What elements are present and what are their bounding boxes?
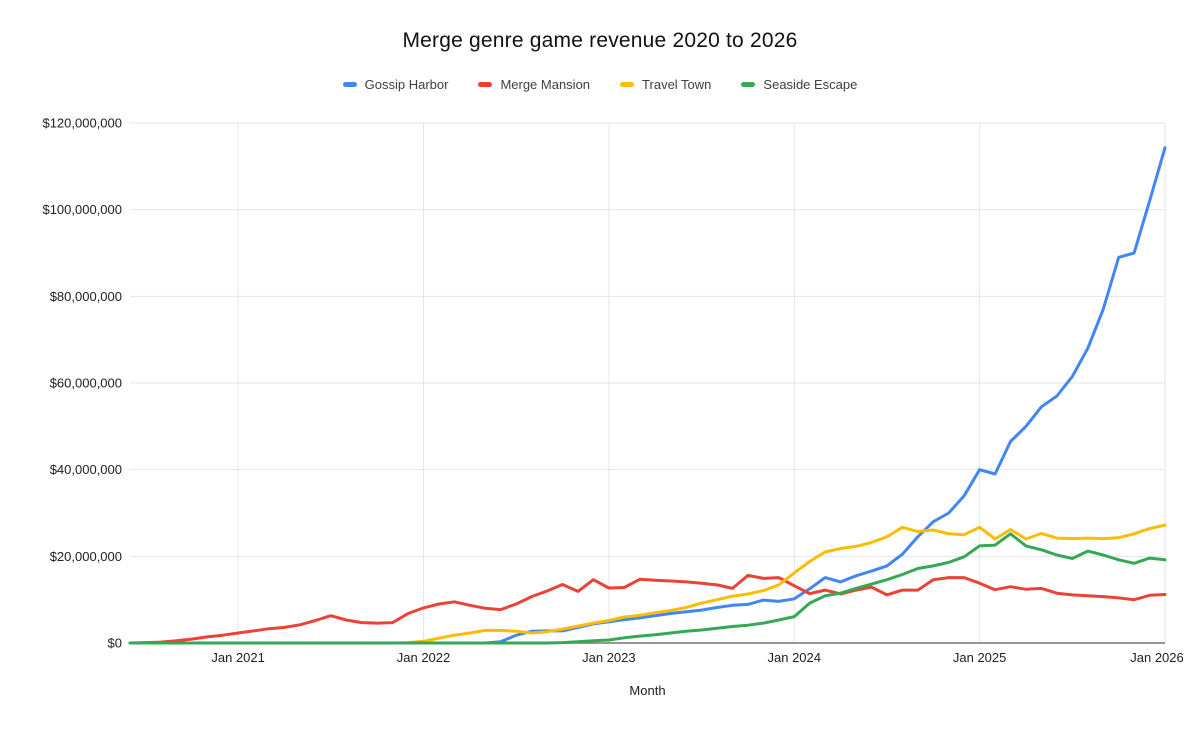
legend-label: Travel Town bbox=[642, 76, 712, 92]
y-tick-label: $100,000,000 bbox=[42, 202, 122, 217]
x-axis-title: Month bbox=[629, 683, 666, 698]
x-tick-label: Jan 2023 bbox=[582, 650, 636, 665]
x-tick-label: Jan 2025 bbox=[953, 650, 1007, 665]
legend-item-gossip-harbor: Gossip Harbor bbox=[342, 76, 449, 92]
legend-item-travel-town: Travel Town bbox=[620, 77, 711, 92]
series-line-gossip-harbor bbox=[128, 146, 1167, 645]
y-tick-label: $120,000,000 bbox=[42, 116, 122, 131]
legend-item-merge-mansion: Merge Mansion bbox=[478, 77, 590, 92]
x-tick-label: Jan 2024 bbox=[768, 650, 822, 665]
chart-title: Merge genre game revenue 2020 to 2026 bbox=[402, 29, 798, 52]
legend: Gossip Harbor Merge Mansion Travel Town Sea… bbox=[0, 74, 1200, 94]
merge-mansion-swatch-icon bbox=[478, 81, 493, 87]
legend-item-seaside-escape: Seaside Escape bbox=[741, 77, 857, 92]
series-line-travel-town bbox=[128, 523, 1167, 645]
legend-label: Merge Mansion bbox=[500, 76, 591, 92]
gossip-harbor-swatch-icon bbox=[342, 81, 357, 87]
x-tick-label: Jan 2026 bbox=[1130, 650, 1184, 665]
series-line-seaside-escape bbox=[128, 532, 1167, 645]
x-tick-label: Jan 2021 bbox=[211, 650, 265, 665]
series-line-merge-mansion bbox=[128, 573, 1167, 645]
travel-town-swatch-icon bbox=[620, 81, 635, 87]
legend-label: Seaside Escape bbox=[763, 76, 858, 92]
legend-label: Gossip Harbor bbox=[364, 76, 449, 92]
seaside-escape-swatch-icon bbox=[741, 81, 756, 87]
y-tick-label: $40,000,000 bbox=[50, 462, 122, 477]
x-tick-label: Jan 2022 bbox=[397, 650, 451, 665]
y-tick-label: $60,000,000 bbox=[50, 376, 122, 391]
y-tick-label: $0 bbox=[108, 636, 122, 651]
y-tick-label: $20,000,000 bbox=[50, 549, 122, 564]
y-tick-label: $80,000,000 bbox=[50, 289, 122, 304]
